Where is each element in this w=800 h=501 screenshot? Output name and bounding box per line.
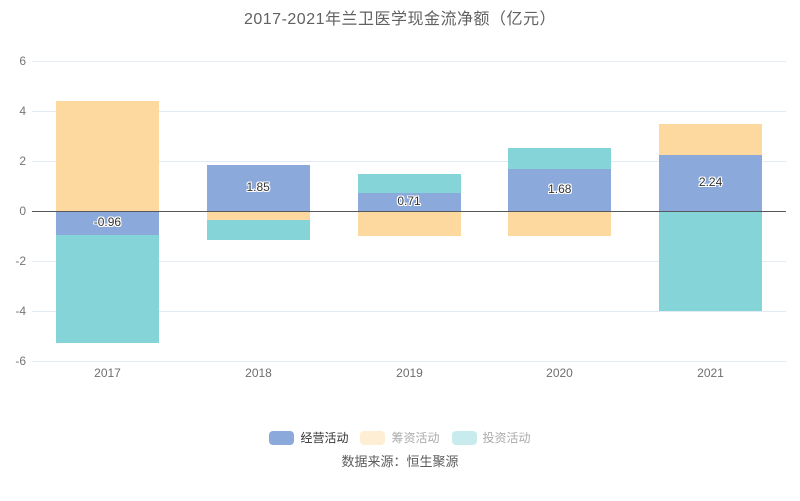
- data-source: 数据来源：恒生聚源: [341, 454, 459, 469]
- legend-swatch-investing-icon: [451, 430, 477, 445]
- bar-segment-investing-2021[interactable]: [659, 211, 763, 312]
- bar-segment-operating-2020[interactable]: [508, 169, 612, 211]
- y-axis-tick-label: -6: [15, 354, 26, 368]
- gridline-6: [32, 61, 786, 62]
- gridline-neg2: [32, 261, 786, 262]
- bar-segment-investing-2017[interactable]: [55, 235, 159, 343]
- bar-segment-financing-2021[interactable]: [659, 124, 763, 155]
- bar-segment-operating-2017[interactable]: [55, 211, 159, 235]
- x-axis-category-label: 2021: [697, 366, 724, 380]
- legend: 经营活动 筹资活动 投资活动: [0, 429, 800, 446]
- bar-segment-financing-2020[interactable]: [508, 211, 612, 237]
- x-axis-category-label: 2019: [396, 366, 423, 380]
- legend-swatch-operating-icon: [269, 430, 295, 445]
- bar-segment-financing-2018[interactable]: [206, 211, 310, 221]
- bar-value-label: 2.24: [698, 175, 723, 189]
- x-axis-category-label: 2017: [94, 366, 121, 380]
- bar-value-label: 1.85: [246, 179, 270, 194]
- chart-title: 2017-2021年兰卫医学现金流净额（亿元）: [243, 11, 557, 28]
- gridline-neg6: [32, 361, 786, 362]
- legend-swatch-financing-icon: [360, 430, 386, 445]
- zero-axis-line: [32, 211, 786, 212]
- legend-item-financing[interactable]: 筹资活动: [360, 429, 440, 446]
- y-axis-tick-label: 4: [19, 104, 26, 118]
- gridline-4: [32, 111, 786, 112]
- bar-segment-investing-2019[interactable]: [357, 173, 461, 194]
- bar-value-label: 1.68: [548, 182, 572, 196]
- y-axis-tick-label: 2: [19, 154, 26, 168]
- bar-segment-operating-2021[interactable]: [659, 155, 763, 211]
- bar-segment-investing-2020[interactable]: [508, 147, 612, 169]
- bar-segment-operating-2019[interactable]: [357, 193, 461, 211]
- x-axis-category-label: 2020: [546, 366, 573, 380]
- legend-label: 经营活动: [300, 431, 349, 445]
- bar-value-label: -0.96: [93, 215, 122, 229]
- x-axis-category-label: 2018: [245, 366, 272, 380]
- legend-item-operating[interactable]: 经营活动: [269, 429, 348, 446]
- legend-label: 筹资活动: [391, 431, 440, 445]
- y-axis-tick-label: -4: [15, 304, 26, 318]
- legend-label: 投资活动: [482, 431, 531, 445]
- bar-segment-operating-2018[interactable]: [206, 164, 310, 211]
- legend-item-investing[interactable]: 投资活动: [451, 429, 531, 446]
- bar-segment-financing-2019[interactable]: [357, 211, 461, 237]
- gridline-2: [32, 161, 786, 162]
- y-axis-tick-label: 0: [19, 204, 26, 218]
- gridline-neg4: [32, 311, 786, 312]
- y-axis-tick-label: -2: [15, 254, 26, 268]
- y-axis-tick-label: 6: [19, 54, 26, 68]
- bar-segment-investing-2018[interactable]: [206, 220, 310, 240]
- bar-value-label: 0.71: [397, 194, 421, 209]
- bar-segment-financing-2017[interactable]: [55, 101, 159, 211]
